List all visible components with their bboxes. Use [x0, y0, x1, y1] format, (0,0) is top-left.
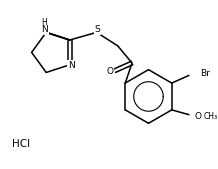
Text: Br: Br — [201, 69, 210, 78]
Text: S: S — [95, 25, 100, 34]
Text: N: N — [68, 61, 75, 70]
Text: CH₃: CH₃ — [203, 112, 218, 121]
Text: O: O — [106, 67, 114, 76]
Text: N: N — [41, 25, 48, 34]
Text: O: O — [195, 112, 202, 121]
Text: HCl: HCl — [12, 139, 30, 149]
Text: H: H — [41, 18, 47, 27]
